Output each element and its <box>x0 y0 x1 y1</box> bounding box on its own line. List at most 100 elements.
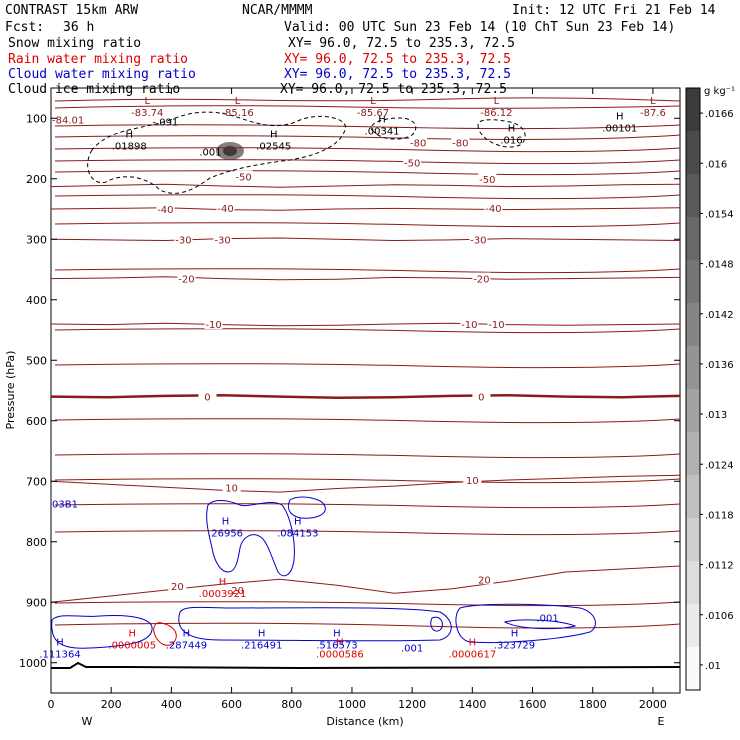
extremum-value: .111364 <box>39 650 80 661</box>
y-tick-label: 700 <box>26 475 47 488</box>
contour-upper-1 <box>54 97 681 102</box>
extremum-L: L <box>145 96 151 107</box>
temp-label-bg <box>198 390 217 402</box>
extremum-H: H <box>219 577 227 588</box>
temp-contour--50 <box>50 183 681 188</box>
x-tick-label: 1600 <box>519 698 547 711</box>
extremum-value: .287449 <box>166 641 207 652</box>
temp-contour--30 <box>50 237 681 242</box>
temp-contour-20 <box>50 565 681 603</box>
contour-label: .001 <box>536 613 558 624</box>
extremum-value: .084153 <box>277 529 318 540</box>
contour-upper-9 <box>54 222 681 228</box>
rain-contour-left <box>153 622 177 646</box>
contour-labels: -50 -80 -80 -50 -50 -40 -40 -40 -30 -30 -30 -20 -20 -… <box>39 96 666 660</box>
field-cloud-xy: XY= 96.0, 72.5 to 235.3, 72.5 <box>284 67 511 82</box>
temp-label-bg <box>409 136 428 148</box>
extremum-H: H <box>469 638 477 649</box>
chart-valid: Valid: 00 UTC Sun 23 Feb 14 (10 ChT Sun … <box>284 20 675 35</box>
terrain-line <box>51 661 681 670</box>
temp-label: -50 <box>235 172 251 183</box>
ice-max-core <box>223 146 237 156</box>
temp-label: -30 <box>175 235 191 246</box>
contour-label: -84.01 <box>52 115 84 126</box>
extremum-value: .0000617 <box>448 650 496 661</box>
x-tick-label: 1800 <box>579 698 607 711</box>
extremum-value: .00101 <box>602 123 637 134</box>
colorbar-frame <box>685 87 701 691</box>
x-tick-label: 2000 <box>639 698 667 711</box>
temp-label-bg <box>451 136 470 148</box>
extremum-L: L <box>235 96 241 107</box>
temp-label: -20 <box>473 275 489 286</box>
extremum-H: H <box>270 129 278 140</box>
temp-label: -20 <box>178 275 194 286</box>
x-tick-label: 0 <box>48 698 55 711</box>
temp-label: -40 <box>217 204 233 215</box>
contour-upper-3 <box>54 124 681 130</box>
contour-low-2 <box>54 622 681 629</box>
temp-label-bg <box>174 233 193 245</box>
contour-mid-1 <box>54 453 681 459</box>
temp-contour--20 <box>50 276 681 281</box>
extremum-value: .0000005 <box>108 641 156 652</box>
temp-label: -80 <box>410 138 426 149</box>
colorbar-segment <box>686 260 700 303</box>
field-rain-name: Rain water mixing ratio <box>8 52 188 67</box>
chart-title: CONTRAST 15km ARW <box>5 3 138 18</box>
temp-label-bg <box>484 201 503 213</box>
temp-label-bg <box>168 579 187 591</box>
temp-label-bg <box>222 481 241 493</box>
cloud-contour-mid-2 <box>287 496 326 519</box>
temp-label: 10 <box>225 483 238 494</box>
x-tick-label: 1000 <box>338 698 366 711</box>
colorbar-tick-label: .0142 <box>705 310 734 321</box>
colorbar-segment <box>686 303 700 346</box>
colorbar-segment <box>686 604 700 647</box>
colorbar-tick-label: .013 <box>705 410 727 421</box>
extremum-value: .26956 <box>208 529 243 540</box>
temperature-contours <box>50 183 681 603</box>
contour-label: -.091 <box>152 117 178 128</box>
x-tick-label: 200 <box>101 698 122 711</box>
extremum-value: .00341 <box>365 126 400 137</box>
field-rain-xy: XY= 96.0, 72.5 to 235.3, 72.5 <box>284 52 511 67</box>
contour-mid-3 <box>54 503 681 509</box>
colorbar-tick-label: .01 <box>705 661 721 672</box>
y-tick-label: 400 <box>26 294 47 307</box>
temp-label-bg <box>216 201 235 213</box>
temp-label-bg <box>472 272 491 284</box>
temp-label-bg <box>403 156 422 168</box>
temp-label-bg <box>472 390 491 402</box>
temp-contour-10 <box>50 474 681 493</box>
temp-label: -10 <box>488 320 504 331</box>
colorbar-segment <box>686 518 700 561</box>
contour-label: .001 <box>199 148 221 159</box>
extremum-value: -86.12 <box>480 108 512 119</box>
y-tick-label: 200 <box>26 173 47 186</box>
contour-upper-11 <box>54 328 681 334</box>
y-tick-label: 800 <box>26 536 47 549</box>
temp-label-bg <box>204 317 223 329</box>
temp-label-bg <box>228 584 247 596</box>
contour-label: 03B1 <box>52 500 78 511</box>
cloud-contour-mid <box>206 500 295 577</box>
extremum-value: .0003921 <box>199 589 247 600</box>
x-tick-label: 1200 <box>398 698 426 711</box>
temp-label: -30 <box>470 235 486 246</box>
contour-mid-4 <box>54 530 681 536</box>
cloud-contour-left <box>51 615 153 649</box>
contour-upper-8 <box>54 194 681 200</box>
chart-fcst-label: Fcst: <box>5 20 44 35</box>
temp-label: 10 <box>466 476 479 487</box>
ice-contour-right <box>477 119 526 148</box>
temp-label-bg <box>213 233 232 245</box>
temp-label-bg <box>156 203 175 214</box>
field-snow-name: Snow mixing ratio <box>8 36 141 51</box>
chart-fcst-value: 36 h <box>63 20 94 35</box>
colorbar-segment <box>686 475 700 518</box>
cloud-contour-right-inner <box>503 619 577 630</box>
colorbar-tick-label: .0136 <box>705 360 734 371</box>
colorbar-tick-label: .0118 <box>705 510 734 521</box>
field-cloud-name: Cloud water mixing ratio <box>8 67 196 82</box>
